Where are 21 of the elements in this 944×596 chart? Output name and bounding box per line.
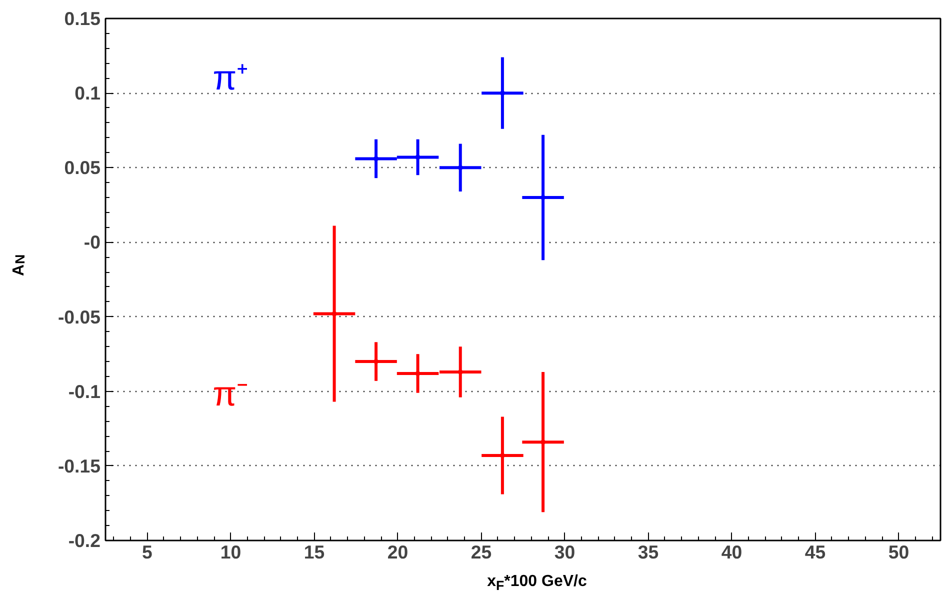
y-tick-label: -0 (84, 232, 101, 253)
y-tick-label: 0.15 (64, 8, 100, 29)
x-tick-label: 45 (804, 542, 826, 562)
x-tick-label: 20 (387, 542, 408, 562)
y-tick-label: 0.1 (74, 82, 101, 104)
x-axis-title: x$_{F}$*100 GeV/c (487, 572, 587, 596)
x-tick-label: 25 (470, 542, 492, 562)
x-tick-label: 10 (220, 542, 242, 562)
x-tick-label: 15 (304, 542, 325, 562)
text: π⁻ (212, 375, 249, 414)
y-tick-label: -0.2 (68, 530, 101, 551)
y-tick-label: -0.05 (58, 306, 101, 328)
y-tick-label: -0.15 (58, 455, 101, 476)
text: π⁺ (212, 60, 249, 98)
x-tick-label: 40 (721, 542, 742, 562)
x-tick-label: 30 (554, 542, 576, 562)
y-tick-label: 0.05 (64, 157, 100, 178)
y-tick-label: -0.1 (68, 380, 101, 402)
x-tick-label: 35 (638, 542, 659, 562)
x-tick-label: 50 (888, 542, 910, 562)
x-tick-label: 5 (142, 542, 152, 562)
